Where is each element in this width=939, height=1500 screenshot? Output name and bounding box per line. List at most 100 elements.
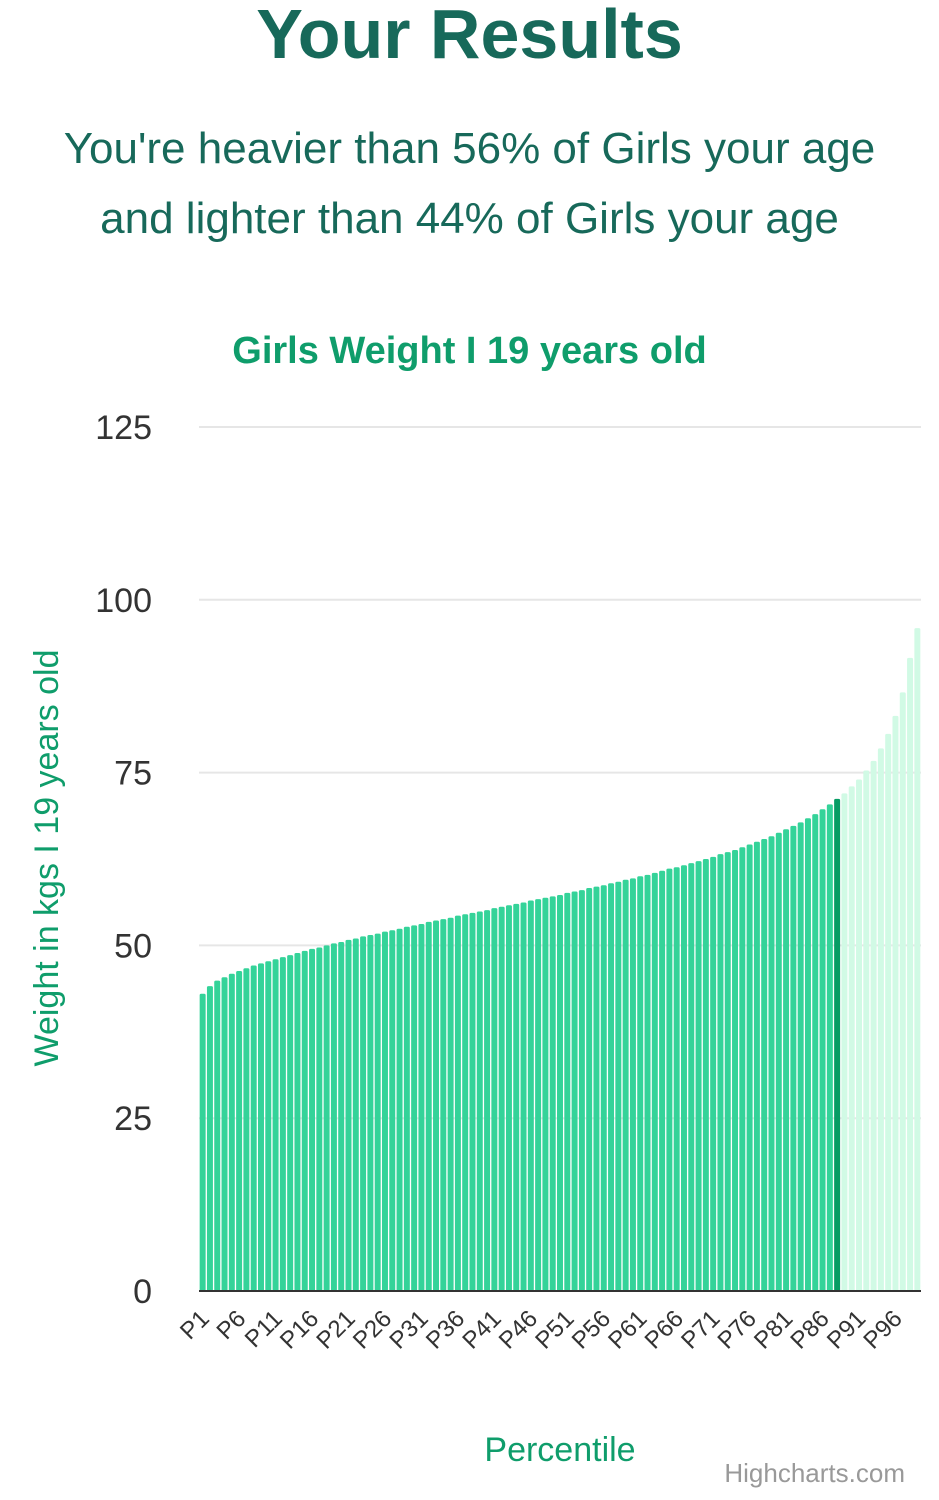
bar-P63[interactable] bbox=[651, 872, 658, 1291]
bar-P81[interactable] bbox=[783, 829, 790, 1291]
bar-P89[interactable] bbox=[841, 793, 848, 1291]
bar-P10[interactable] bbox=[265, 961, 272, 1291]
bar-P18[interactable] bbox=[323, 945, 330, 1291]
bar-P78[interactable] bbox=[761, 838, 768, 1291]
bar-P73[interactable] bbox=[724, 852, 731, 1291]
bar-P27[interactable] bbox=[389, 930, 396, 1291]
bar-P15[interactable] bbox=[301, 950, 308, 1291]
bar-P61[interactable] bbox=[637, 876, 644, 1291]
bar-P36[interactable] bbox=[454, 915, 461, 1291]
bar-P55[interactable] bbox=[593, 886, 600, 1291]
bar-P85[interactable] bbox=[812, 814, 819, 1291]
bar-P94[interactable] bbox=[877, 748, 884, 1291]
bar-P8[interactable] bbox=[250, 965, 257, 1291]
bar-P52[interactable] bbox=[571, 891, 578, 1291]
bar-P96[interactable] bbox=[892, 715, 899, 1291]
bar-P11[interactable] bbox=[272, 959, 279, 1291]
bar-P56[interactable] bbox=[600, 885, 607, 1291]
bar-P97[interactable] bbox=[899, 692, 906, 1291]
bar-P41[interactable] bbox=[491, 908, 498, 1291]
bar-P4[interactable] bbox=[221, 977, 228, 1291]
bar-P86[interactable] bbox=[819, 809, 826, 1291]
bar-P59[interactable] bbox=[622, 879, 629, 1291]
bar-P68[interactable] bbox=[688, 863, 695, 1291]
bar-P51[interactable] bbox=[564, 892, 571, 1291]
bar-P31[interactable] bbox=[418, 923, 425, 1291]
bar-P50[interactable] bbox=[557, 894, 563, 1291]
bar-P53[interactable] bbox=[578, 890, 585, 1291]
bar-P39[interactable] bbox=[476, 911, 483, 1291]
bar-P22[interactable] bbox=[352, 938, 359, 1291]
bar-P74[interactable] bbox=[732, 850, 739, 1291]
bar-P76[interactable] bbox=[746, 844, 753, 1291]
bar-P19[interactable] bbox=[330, 943, 337, 1291]
bar-P46[interactable] bbox=[527, 900, 534, 1291]
bar-P6[interactable] bbox=[236, 970, 243, 1291]
bar-P32[interactable] bbox=[425, 921, 432, 1291]
bar-P71[interactable] bbox=[710, 856, 717, 1291]
bar-P64[interactable] bbox=[659, 870, 666, 1291]
bar-P35[interactable] bbox=[447, 917, 454, 1291]
bar-P54[interactable] bbox=[586, 888, 593, 1291]
bar-P72[interactable] bbox=[717, 854, 724, 1291]
bar-P34[interactable] bbox=[440, 919, 447, 1291]
bar-P37[interactable] bbox=[462, 914, 469, 1291]
bar-P58[interactable] bbox=[615, 881, 622, 1291]
bar-P60[interactable] bbox=[629, 878, 636, 1291]
bar-P20[interactable] bbox=[338, 941, 345, 1291]
bar-P82[interactable] bbox=[790, 825, 797, 1291]
bar-P87[interactable] bbox=[826, 804, 833, 1291]
bar-P14[interactable] bbox=[294, 953, 301, 1291]
bar-P99[interactable] bbox=[914, 628, 921, 1291]
bar-P44[interactable] bbox=[513, 903, 520, 1291]
bar-P92[interactable] bbox=[863, 770, 870, 1291]
bar-P79[interactable] bbox=[768, 836, 775, 1291]
bar-P83[interactable] bbox=[797, 822, 804, 1291]
bar-P16[interactable] bbox=[309, 948, 316, 1291]
bar-P2[interactable] bbox=[206, 986, 213, 1291]
bar-P28[interactable] bbox=[396, 928, 403, 1291]
bar-P90[interactable] bbox=[848, 786, 855, 1291]
bar-P40[interactable] bbox=[484, 910, 491, 1291]
bar-P65[interactable] bbox=[666, 868, 673, 1291]
bar-P29[interactable] bbox=[403, 926, 410, 1291]
bar-P91[interactable] bbox=[856, 779, 862, 1291]
bar-P12[interactable] bbox=[279, 957, 286, 1291]
bar-P42[interactable] bbox=[498, 906, 505, 1291]
bar-P80[interactable] bbox=[775, 832, 782, 1291]
bar-P45[interactable] bbox=[520, 902, 527, 1291]
bar-P88[interactable] bbox=[834, 798, 841, 1291]
bar-P9[interactable] bbox=[258, 963, 264, 1291]
bar-P93[interactable] bbox=[870, 760, 877, 1291]
bar-P84[interactable] bbox=[804, 818, 811, 1291]
bar-P17[interactable] bbox=[316, 947, 323, 1291]
bar-P7[interactable] bbox=[243, 968, 250, 1291]
bar-P69[interactable] bbox=[695, 861, 702, 1291]
bar-P3[interactable] bbox=[214, 980, 221, 1291]
bar-P62[interactable] bbox=[644, 874, 651, 1291]
bar-P23[interactable] bbox=[360, 936, 367, 1291]
bar-P47[interactable] bbox=[535, 899, 542, 1291]
bar-P13[interactable] bbox=[287, 955, 294, 1291]
bar-P75[interactable] bbox=[739, 847, 746, 1291]
bar-P77[interactable] bbox=[753, 841, 760, 1291]
bar-P38[interactable] bbox=[469, 912, 476, 1291]
bar-P1[interactable] bbox=[199, 993, 206, 1291]
bar-P24[interactable] bbox=[367, 935, 374, 1291]
bar-P21[interactable] bbox=[345, 939, 352, 1291]
bar-P67[interactable] bbox=[680, 865, 687, 1291]
bar-P70[interactable] bbox=[702, 859, 709, 1291]
bar-P98[interactable] bbox=[907, 657, 914, 1291]
bar-P48[interactable] bbox=[542, 897, 549, 1291]
bar-P26[interactable] bbox=[381, 931, 388, 1291]
bar-P95[interactable] bbox=[885, 733, 892, 1291]
bar-P33[interactable] bbox=[433, 920, 440, 1291]
bar-P57[interactable] bbox=[608, 883, 615, 1291]
bar-P66[interactable] bbox=[673, 867, 680, 1291]
bar-P49[interactable] bbox=[549, 896, 556, 1291]
highcharts-credits-link[interactable]: Highcharts.com bbox=[724, 1458, 905, 1488]
bar-P25[interactable] bbox=[374, 933, 381, 1291]
bar-P43[interactable] bbox=[505, 905, 512, 1291]
bar-P5[interactable] bbox=[228, 973, 235, 1291]
bar-P30[interactable] bbox=[411, 925, 418, 1291]
